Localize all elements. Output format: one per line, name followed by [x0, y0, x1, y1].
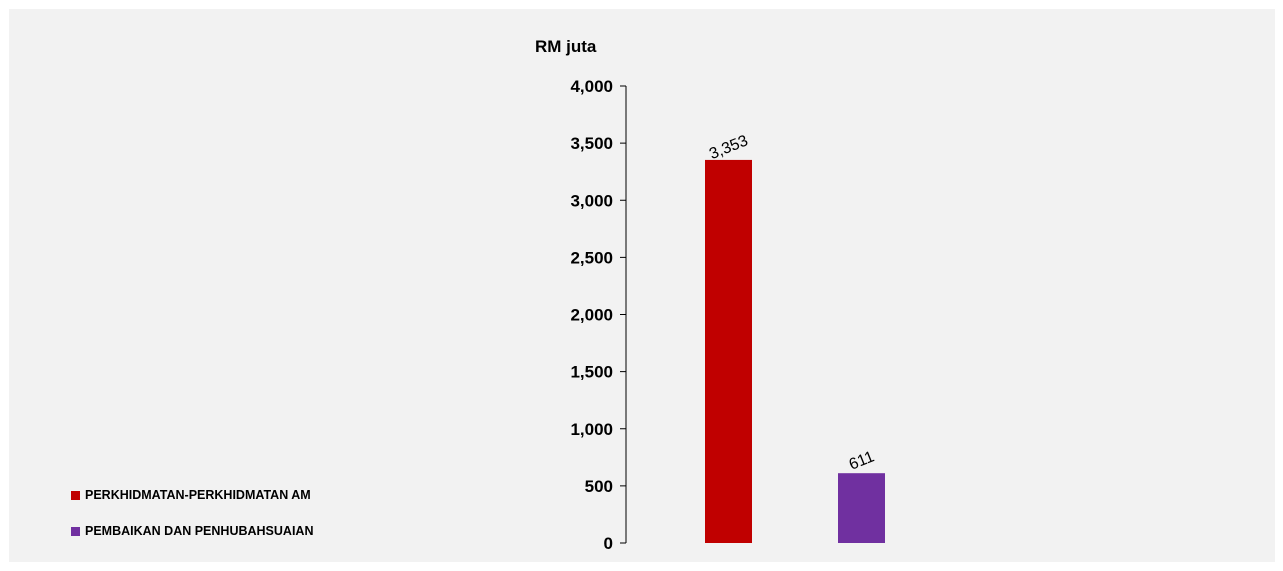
y-tick-label: 4,000 [570, 77, 613, 96]
bar-1 [838, 473, 885, 543]
legend-label: PEMBAIKAN DAN PENHUBAHSUAIAN [85, 524, 314, 538]
bar-0 [705, 159, 752, 544]
y-tick-label: 2,500 [570, 248, 613, 267]
bars [705, 159, 885, 544]
data-label-0: 3,353 [707, 132, 751, 163]
y-tick-label: 2,000 [570, 306, 613, 325]
legend-label: PERKHIDMATAN-PERKHIDMATAN AM [85, 488, 311, 502]
y-axis-label: RM juta [535, 37, 597, 56]
chart-panel: RM juta 0 500 1,000 1,500 2,000 2,500 3,000 3,5… [9, 9, 1275, 562]
y-tick-label: 500 [585, 477, 613, 496]
y-tick-label: 3,500 [570, 134, 613, 153]
legend-swatch [71, 526, 80, 536]
y-tick-label: 0 [604, 534, 613, 553]
y-axis-ticks: 0 500 1,000 1,500 2,000 2,500 3,000 3,500 4,000 [570, 77, 626, 553]
y-tick-label: 1,500 [570, 363, 613, 382]
bar-chart: RM juta 0 500 1,000 1,500 2,000 2,500 3,000 3,5… [535, 37, 885, 553]
y-tick-label: 1,000 [570, 420, 613, 439]
legend-item-pembaikan: PEMBAIKAN DAN PENHUBAHSUAIAN [71, 524, 313, 538]
y-tick-label: 3,000 [570, 191, 613, 210]
data-label-1: 611 [847, 448, 877, 473]
legend-item-perkhidmatan: PERKHIDMATAN-PERKHIDMATAN AM [71, 488, 311, 502]
legend-swatch [71, 490, 80, 500]
